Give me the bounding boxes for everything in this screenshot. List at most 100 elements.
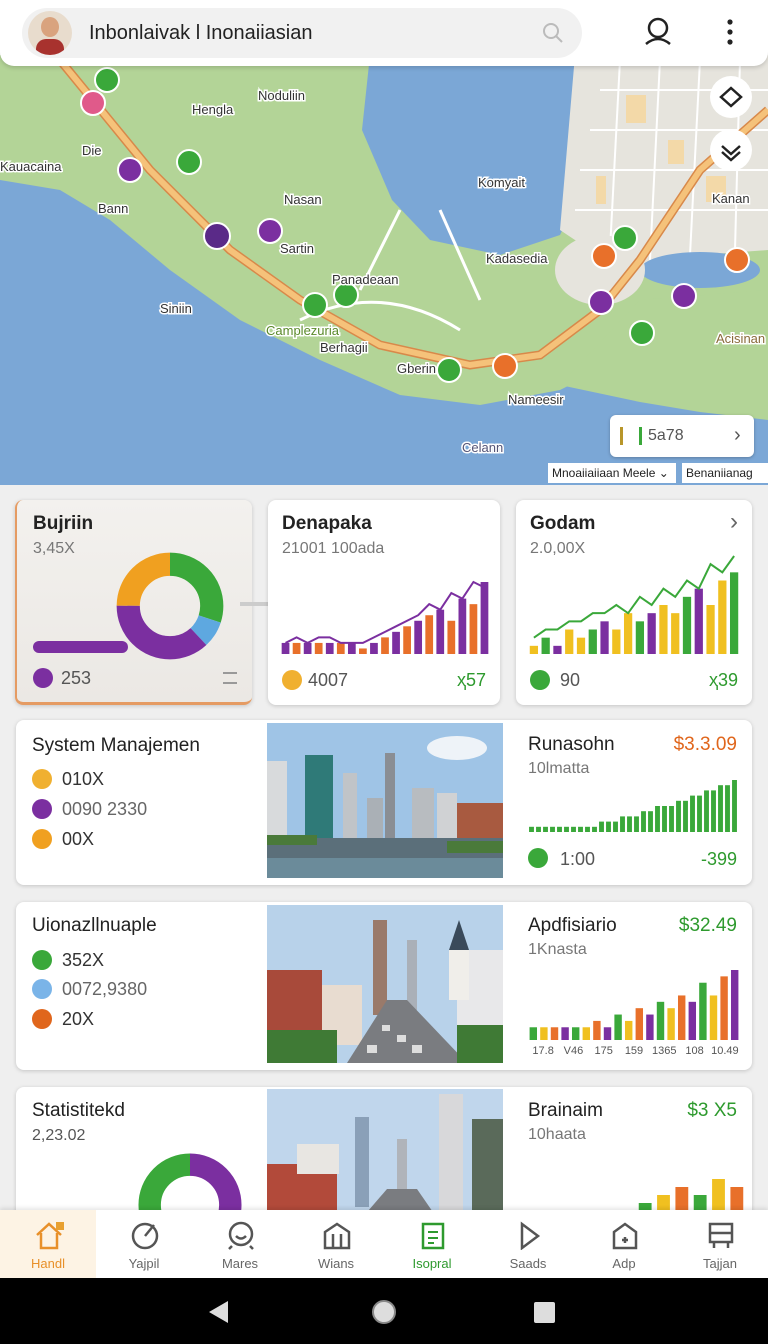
- card-footer: 4007: [308, 670, 349, 690]
- bar: [381, 637, 389, 654]
- bar: [553, 645, 562, 654]
- bar: [720, 976, 728, 1040]
- profile-icon[interactable]: [643, 16, 673, 48]
- nav-item[interactable]: Wians: [288, 1210, 384, 1278]
- bar: [541, 637, 550, 654]
- menu-icon[interactable]: [722, 18, 738, 46]
- map[interactable]: Noduliin Hengla Kauacaina Die Bann Nasan…: [0, 55, 768, 485]
- card-footer: 90: [560, 670, 581, 690]
- panel-side-title: Brainaim: [528, 1100, 603, 1121]
- bar: [599, 821, 604, 832]
- map-label: Nameesir: [508, 392, 564, 407]
- nav-item[interactable]: Saads: [480, 1210, 576, 1278]
- bar: [627, 816, 632, 832]
- bar: [635, 1008, 644, 1040]
- home-button[interactable]: [372, 1300, 396, 1324]
- panel-delta: -399: [700, 849, 737, 869]
- card-delta: ҳ39: [708, 670, 738, 690]
- avatar[interactable]: [28, 11, 72, 55]
- bar: [540, 1027, 548, 1040]
- map-info-card[interactable]: 5a78 ›: [610, 415, 754, 457]
- map-label: Siniin: [160, 301, 192, 316]
- bar: [303, 642, 312, 654]
- bar: [677, 995, 686, 1040]
- panel-side-subtitle: 10haata: [528, 1126, 586, 1143]
- bar: [447, 620, 456, 654]
- map-label: Nasan: [284, 192, 322, 207]
- bar: [647, 613, 656, 654]
- map-footer-chip[interactable]: Mnoaiiaiiaan Meele ⌄: [548, 463, 676, 483]
- bar-chart: [281, 580, 489, 654]
- bar: [325, 642, 334, 654]
- nav-item[interactable]: Isopral: [384, 1210, 480, 1278]
- nav-label: Tajjan: [703, 1256, 737, 1271]
- card-title: Denapaka: [282, 513, 372, 534]
- bar: [675, 1187, 689, 1211]
- stat-card[interactable]: Godam › 2.0,00X 90 ҳ39: [516, 500, 752, 705]
- nav-item[interactable]: Adp: [576, 1210, 672, 1278]
- bar: [646, 1014, 654, 1040]
- search-bar[interactable]: Inbonlaivak l Inonaiiasian: [22, 8, 582, 58]
- bar: [641, 811, 646, 832]
- map-label: Gberin: [397, 361, 436, 376]
- bar: [624, 1020, 633, 1040]
- map-controls[interactable]: [710, 76, 752, 171]
- connector: [240, 602, 268, 606]
- panel[interactable]: Uionazllnuaple 352X 0072,9380 20X Apdfis…: [16, 902, 752, 1070]
- progress-bar: [33, 641, 128, 653]
- donut-segment: [116, 552, 224, 660]
- nav-item[interactable]: Handl: [0, 1210, 96, 1278]
- bar: [732, 780, 737, 832]
- bar-chart: [638, 1179, 744, 1211]
- nav-item[interactable]: Mares: [192, 1210, 288, 1278]
- app-bar: Inbonlaivak l Inonaiiasian: [0, 0, 768, 66]
- donut-segment: [116, 552, 224, 660]
- chevron[interactable]: ›: [730, 508, 738, 535]
- bar: [699, 982, 707, 1040]
- panel[interactable]: System Manajemen 010X 0090 2330 00X Runa…: [16, 720, 752, 885]
- bar: [657, 1195, 670, 1211]
- bar: [667, 1008, 675, 1040]
- card-subtitle: 21001 100ada: [282, 540, 385, 557]
- bar: [706, 605, 715, 654]
- list-icon[interactable]: [223, 672, 237, 684]
- donut-chart: [116, 552, 224, 660]
- bar: [529, 826, 534, 832]
- price: $3.3.09: [673, 734, 737, 755]
- bar: [565, 629, 574, 654]
- nav-item[interactable]: Tajjan: [672, 1210, 768, 1278]
- map-label: Hengla: [192, 102, 234, 117]
- bar: [576, 637, 586, 654]
- stat-card[interactable]: Denapaka 21001 100ada 4007 ҳ57: [268, 500, 500, 705]
- city-photo: [267, 723, 503, 878]
- bar: [436, 609, 445, 654]
- recents-button[interactable]: [534, 1302, 555, 1323]
- x-tick-label: 10.49: [711, 1045, 739, 1057]
- map-label: Panadeaan: [332, 272, 399, 287]
- trend-line: [533, 555, 735, 639]
- panel-side-title: Runasohn: [528, 734, 615, 755]
- x-tick-label: 17.8: [532, 1045, 553, 1057]
- nav-item[interactable]: Yajpil: [96, 1210, 192, 1278]
- legend-icon: [32, 979, 52, 999]
- map-label: Celann: [462, 440, 503, 455]
- back-button[interactable]: [209, 1301, 228, 1323]
- bar: [550, 826, 555, 832]
- price: $32.49: [678, 915, 737, 936]
- bar: [359, 648, 367, 654]
- map-footer-chip[interactable]: Benaniianag: [682, 463, 768, 483]
- panel-side-subtitle: 10lmatta: [528, 760, 590, 777]
- stat-card[interactable]: Bujriin 3,45X 253: [15, 500, 252, 705]
- icon: [282, 670, 302, 690]
- icon: [33, 668, 53, 688]
- panel-side-title: Apdfisiario: [528, 915, 617, 936]
- bar: [571, 826, 576, 832]
- search-icon[interactable]: [542, 22, 564, 44]
- bar: [458, 598, 467, 654]
- map-label: Berhagii: [320, 340, 368, 355]
- bar: [281, 642, 290, 654]
- map-label: Acisinan: [716, 331, 765, 346]
- x-tick-label: 1365: [652, 1045, 676, 1057]
- map-label: Kadasedia: [486, 251, 548, 266]
- nav-label: Mares: [221, 1256, 259, 1271]
